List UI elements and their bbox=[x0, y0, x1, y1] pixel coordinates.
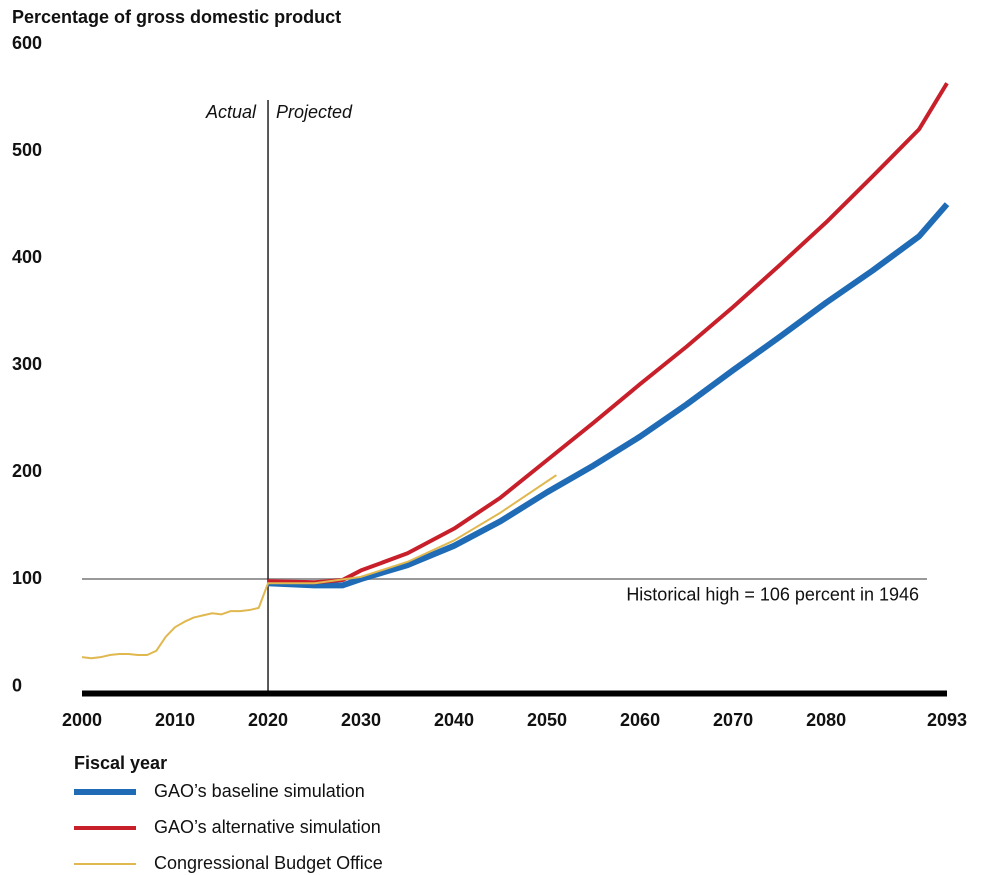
x-tick-label: 2040 bbox=[434, 710, 474, 730]
divider-left-label: Actual bbox=[205, 102, 257, 122]
x-tick-label: 2060 bbox=[620, 710, 660, 730]
x-axis-title: Fiscal year bbox=[74, 753, 167, 773]
y-tick-label: 600 bbox=[12, 33, 42, 53]
x-tick-label: 2050 bbox=[527, 710, 567, 730]
divider-right-label: Projected bbox=[276, 102, 353, 122]
y-tick-label: 500 bbox=[12, 140, 42, 160]
x-tick-label: 2020 bbox=[248, 710, 288, 730]
y-tick-label: 100 bbox=[12, 568, 42, 588]
x-tick-label: 2010 bbox=[155, 710, 195, 730]
x-tick-label: 2070 bbox=[713, 710, 753, 730]
y-tick-label: 400 bbox=[12, 247, 42, 267]
y-tick-label: 0 bbox=[12, 675, 22, 695]
legend-label: Congressional Budget Office bbox=[154, 853, 383, 873]
series-line bbox=[267, 82, 949, 585]
x-tick-label: 2080 bbox=[806, 710, 846, 730]
x-tick-label: 2093 bbox=[927, 710, 967, 730]
reference-label: Historical high = 106 percent in 1946 bbox=[626, 585, 919, 605]
y-tick-label: 200 bbox=[12, 461, 42, 481]
series-line bbox=[81, 474, 557, 660]
legend-label: GAO’s alternative simulation bbox=[154, 817, 381, 837]
y-axis-title: Percentage of gross domestic product bbox=[12, 7, 341, 27]
series-line bbox=[267, 202, 950, 589]
x-tick-label: 2030 bbox=[341, 710, 381, 730]
y-tick-label: 300 bbox=[12, 354, 42, 374]
legend-label: GAO’s baseline simulation bbox=[154, 781, 365, 801]
x-tick-label: 2000 bbox=[62, 710, 102, 730]
